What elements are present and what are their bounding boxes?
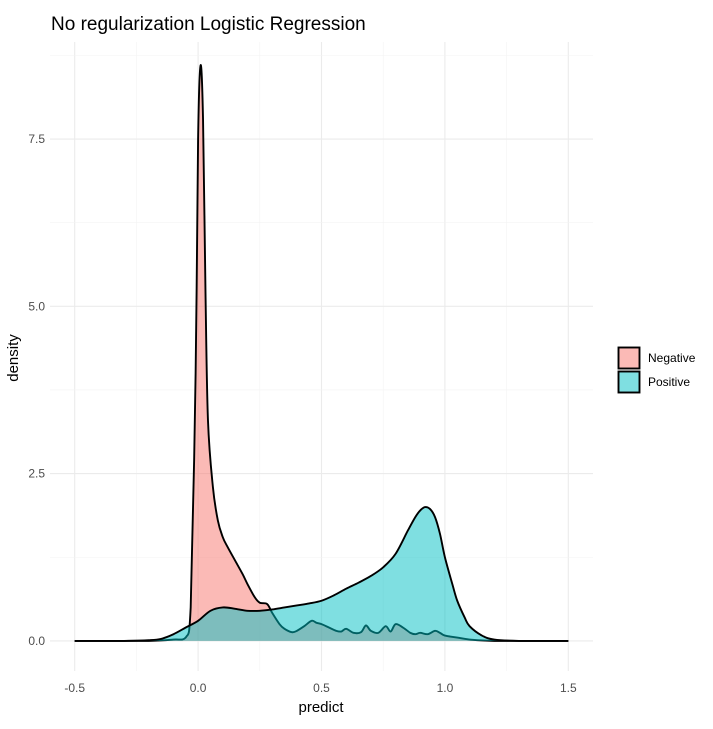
y-axis-ticks: 0.0 2.5 5.0 7.5: [28, 132, 45, 648]
chart-title: No regularization Logistic Regression: [51, 14, 366, 35]
legend-label-negative: Negative: [648, 351, 696, 365]
y-tick-label: 2.5: [28, 467, 45, 481]
legend-label-positive: Positive: [648, 375, 690, 389]
density-areas: [74, 64, 569, 642]
x-tick-label: 1.0: [437, 681, 454, 695]
density-fill-positive: [74, 507, 569, 641]
y-tick-label: 7.5: [28, 132, 45, 146]
x-tick-label: 0.0: [190, 681, 207, 695]
y-tick-label: 0.0: [28, 634, 45, 648]
x-tick-label: 0.5: [313, 681, 330, 695]
density-line-positive: [74, 506, 569, 642]
x-tick-label: -0.5: [64, 681, 85, 695]
grid-lines: [50, 42, 593, 671]
x-axis-ticks: -0.5 0.0 0.5 1.0 1.5: [64, 681, 577, 695]
legend: Negative Positive: [617, 346, 696, 394]
x-axis-title: predict: [298, 699, 344, 716]
x-tick-label: 1.5: [560, 681, 577, 695]
legend-key-positive: [617, 370, 641, 394]
y-axis-title: density: [5, 334, 22, 382]
legend-key-negative: [617, 346, 641, 370]
y-tick-label: 5.0: [28, 299, 45, 313]
